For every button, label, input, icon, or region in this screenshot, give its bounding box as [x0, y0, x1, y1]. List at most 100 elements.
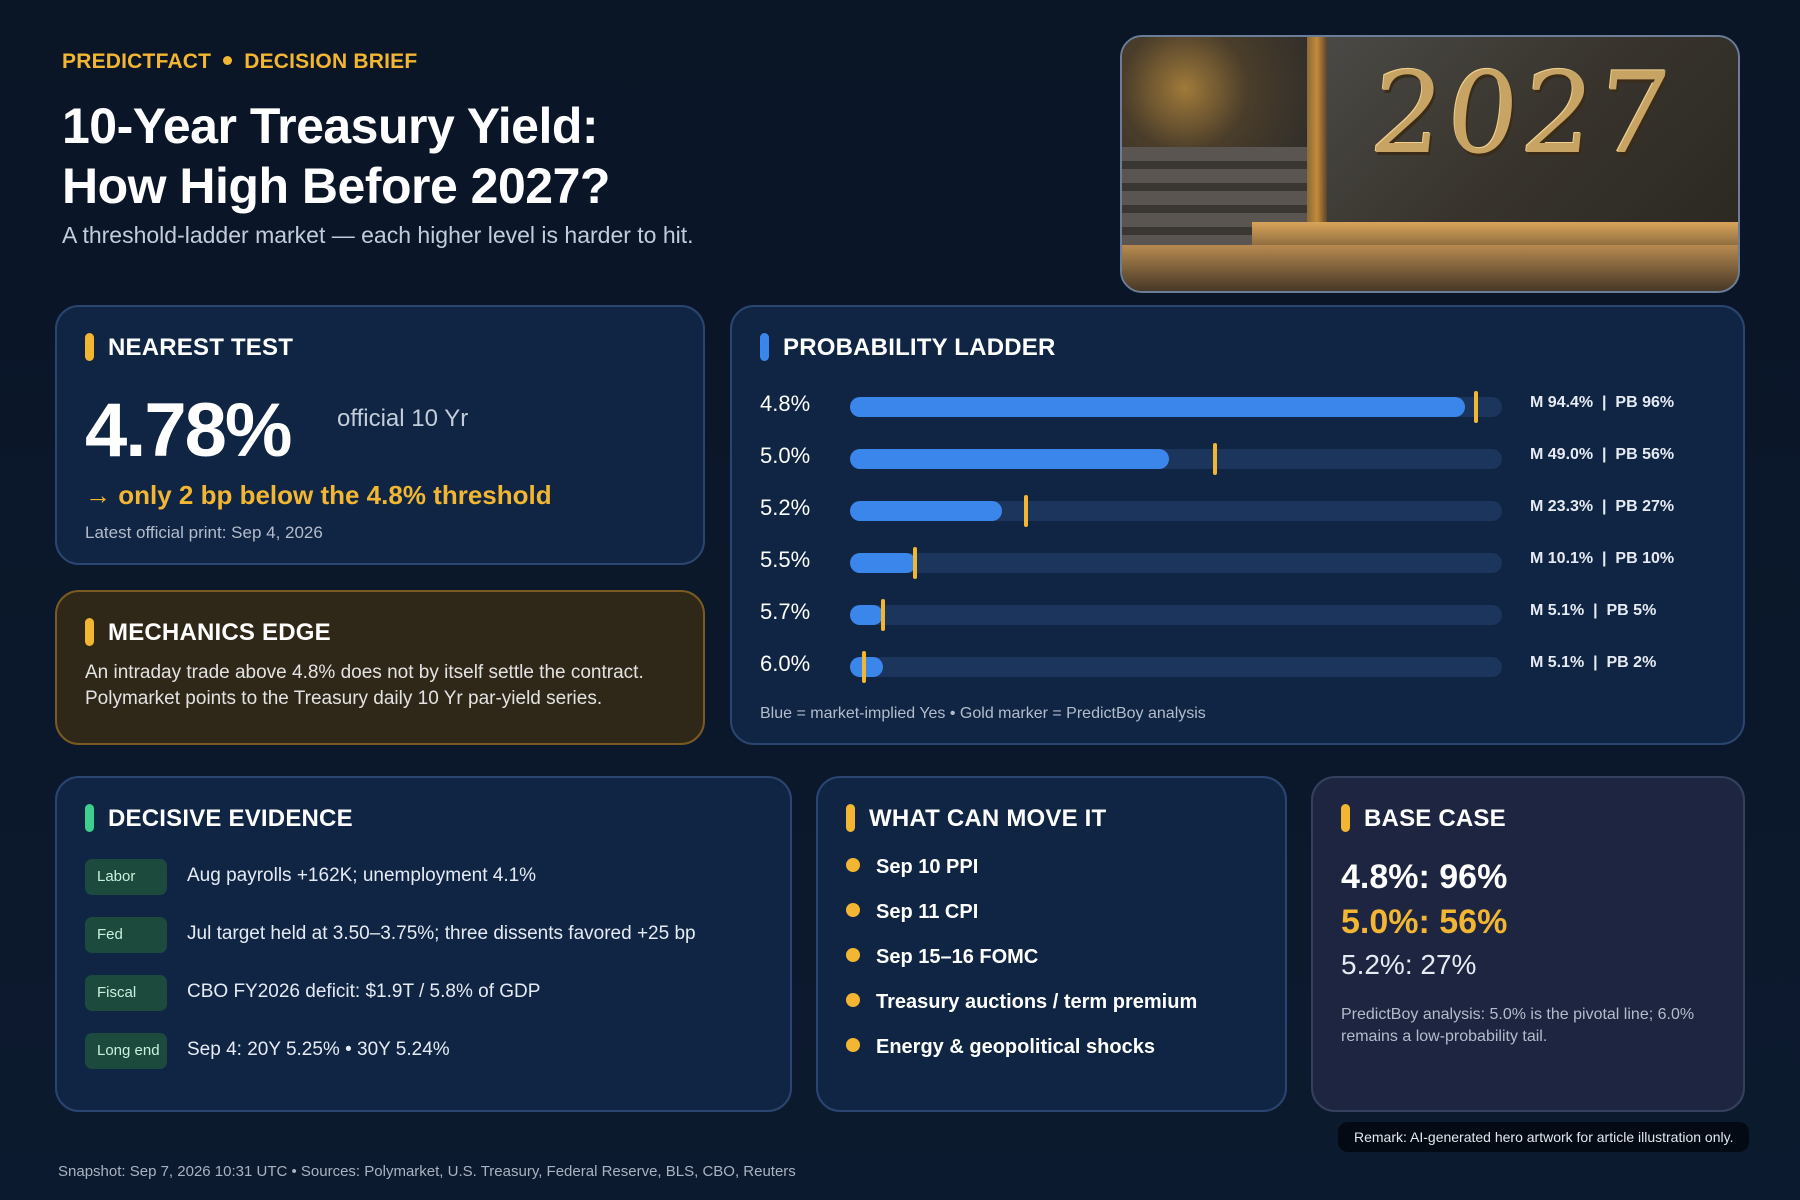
ladder-stats: M 5.1% | PB 2%: [1530, 654, 1657, 671]
base-case-line-2: 5.0%: 56%: [1341, 903, 1508, 941]
ladder-level-label: 4.8%: [760, 391, 811, 416]
ladder-track: [850, 599, 1502, 631]
catalyst-item: Sep 10 PPI: [846, 856, 978, 879]
catalyst-item: Treasury auctions / term premium: [846, 991, 1197, 1014]
bullet-dot-icon: [846, 993, 860, 1007]
ladder-row: 5.5% M 10.1% | PB 10%: [760, 547, 1720, 579]
ladder-level-label: 6.0%: [760, 651, 811, 676]
mechanics-line-1: An intraday trade above 4.8% does not by…: [85, 662, 644, 683]
ladder-track: [850, 495, 1502, 527]
base-case-line-3: 5.2%: 27%: [1341, 949, 1477, 980]
catalyst-text: Sep 11 CPI: [876, 901, 979, 923]
catalyst-item: Sep 15–16 FOMC: [846, 946, 1038, 969]
hero-image: 2027: [1120, 35, 1740, 293]
ladder-stats: M 49.0% | PB 56%: [1530, 446, 1675, 463]
current-yield-value: 4.78%: [85, 388, 292, 473]
footer-sources: Snapshot: Sep 7, 2026 10:31 UTC • Source…: [58, 1163, 796, 1180]
predictboy-marker: [1213, 443, 1218, 475]
predictboy-marker: [862, 651, 866, 683]
title-line-1: 10-Year Treasury Yield:: [62, 98, 599, 154]
what-can-move-it-heading: WHAT CAN MOVE IT: [846, 804, 1106, 833]
decisive-evidence-heading-text: DECISIVE EVIDENCE: [108, 805, 353, 832]
ladder-track: [850, 391, 1502, 423]
ladder-track: [850, 651, 1502, 683]
catalyst-text: Energy & geopolitical shocks: [876, 1036, 1155, 1058]
evidence-tag: Fiscal: [85, 975, 167, 1011]
catalyst-item: Sep 11 CPI: [846, 901, 978, 924]
ladder-level-label: 5.5%: [760, 547, 811, 572]
ladder-row: 4.8% M 94.4% | PB 96%: [760, 391, 1720, 423]
hero-year-engraving: 2027: [1365, 49, 1680, 179]
accent-pill-icon: [1341, 804, 1350, 832]
mechanics-edge-card: MECHANICS EDGE An intraday trade above 4…: [55, 590, 705, 745]
base-case-line-1: 4.8%: 96%: [1341, 858, 1508, 896]
title-line-2: How High Before 2027?: [62, 158, 610, 214]
separator-dot-icon: [223, 55, 233, 65]
market-probability-bar: [850, 657, 884, 677]
ladder-level-label: 5.2%: [760, 495, 811, 520]
current-yield-label: official 10 Yr: [337, 405, 469, 432]
hero-base: [1122, 245, 1738, 291]
bullet-dot-icon: [846, 948, 860, 962]
ai-artwork-remark: Remark: AI-generated hero artwork for ar…: [1338, 1122, 1750, 1152]
bullet-dot-icon: [846, 1038, 860, 1052]
evidence-text: CBO FY2026 deficit: $1.9T / 5.8% of GDP: [187, 981, 541, 1002]
evidence-tag: Long end: [85, 1033, 167, 1069]
evidence-text: Sep 4: 20Y 5.25% • 30Y 5.24%: [187, 1039, 450, 1060]
market-probability-bar: [850, 449, 1170, 469]
ladder-row: 6.0% M 5.1% | PB 2%: [760, 651, 1720, 683]
accent-pill-icon: [85, 333, 94, 361]
base-case-heading: BASE CASE: [1341, 804, 1506, 833]
catalyst-text: Sep 10 PPI: [876, 856, 979, 878]
section-label: DECISION BRIEF: [244, 50, 418, 73]
what-can-move-it-heading-text: WHAT CAN MOVE IT: [869, 805, 1107, 832]
accent-pill-icon: [760, 333, 769, 361]
nearest-test-heading: NEAREST TEST: [85, 333, 293, 362]
market-probability-bar: [850, 501, 1002, 521]
accent-pill-icon: [85, 804, 94, 832]
bullet-dot-icon: [846, 858, 860, 872]
hero-stone-edge: [1307, 37, 1327, 237]
mechanics-line-2: Polymarket points to the Treasury daily …: [85, 688, 603, 709]
ladder-stats: M 10.1% | PB 10%: [1530, 550, 1675, 567]
hero-stone-block: [1317, 37, 1738, 227]
ladder-stats: M 23.3% | PB 27%: [1530, 498, 1675, 515]
ladder-row: 5.0% M 49.0% | PB 56%: [760, 443, 1720, 475]
catalyst-text: Treasury auctions / term premium: [876, 991, 1198, 1013]
probability-ladder-heading: PROBABILITY LADDER: [760, 333, 1056, 362]
ladder-track: [850, 547, 1502, 579]
ladder-legend-note: Blue = market-implied Yes • Gold marker …: [760, 705, 1206, 722]
ladder-level-label: 5.0%: [760, 443, 811, 468]
evidence-tag: Fed: [85, 917, 167, 953]
page-title: 10-Year Treasury Yield: How High Before …: [62, 96, 610, 216]
predictboy-marker: [1024, 495, 1029, 527]
ladder-track: [850, 443, 1502, 475]
market-probability-bar: [850, 397, 1466, 417]
accent-pill-icon: [85, 618, 94, 646]
market-probability-bar: [850, 605, 884, 625]
catalyst-item: Energy & geopolitical shocks: [846, 1036, 1155, 1059]
latest-print-date: Latest official print: Sep 4, 2026: [85, 523, 323, 542]
ladder-row: 5.2% M 23.3% | PB 27%: [760, 495, 1720, 527]
predictboy-marker: [1473, 391, 1478, 423]
probability-ladder-card: PROBABILITY LADDER 4.8% M 94.4% | PB 96% 5…: [730, 305, 1745, 745]
nearest-test-heading-text: NEAREST TEST: [108, 334, 294, 361]
mechanics-edge-heading-text: MECHANICS EDGE: [108, 619, 331, 646]
brand-label: PREDICTFACT: [62, 50, 212, 73]
base-case-heading-text: BASE CASE: [1364, 805, 1506, 832]
decisive-evidence-heading: DECISIVE EVIDENCE: [85, 804, 353, 833]
evidence-text: Aug payrolls +162K; unemployment 4.1%: [187, 865, 537, 886]
predictboy-marker: [880, 599, 885, 631]
mechanics-edge-heading: MECHANICS EDGE: [85, 618, 331, 647]
kicker: PREDICTFACT DECISION BRIEF: [62, 50, 417, 74]
market-probability-bar: [850, 553, 916, 573]
probability-ladder-heading-text: PROBABILITY LADDER: [783, 334, 1056, 361]
ladder-row: 5.7% M 5.1% | PB 5%: [760, 599, 1720, 631]
evidence-tag: Labor: [85, 859, 167, 895]
predictboy-marker: [913, 547, 918, 579]
bullet-dot-icon: [846, 903, 860, 917]
what-can-move-it-card: WHAT CAN MOVE IT Sep 10 PPI Sep 11 CPI S…: [816, 776, 1287, 1112]
ladder-stats: M 94.4% | PB 96%: [1530, 394, 1675, 411]
nearest-test-card: NEAREST TEST 4.78% official 10 Yr → only…: [55, 305, 705, 565]
decisive-evidence-card: DECISIVE EVIDENCE Labor Aug payrolls +16…: [55, 776, 792, 1112]
